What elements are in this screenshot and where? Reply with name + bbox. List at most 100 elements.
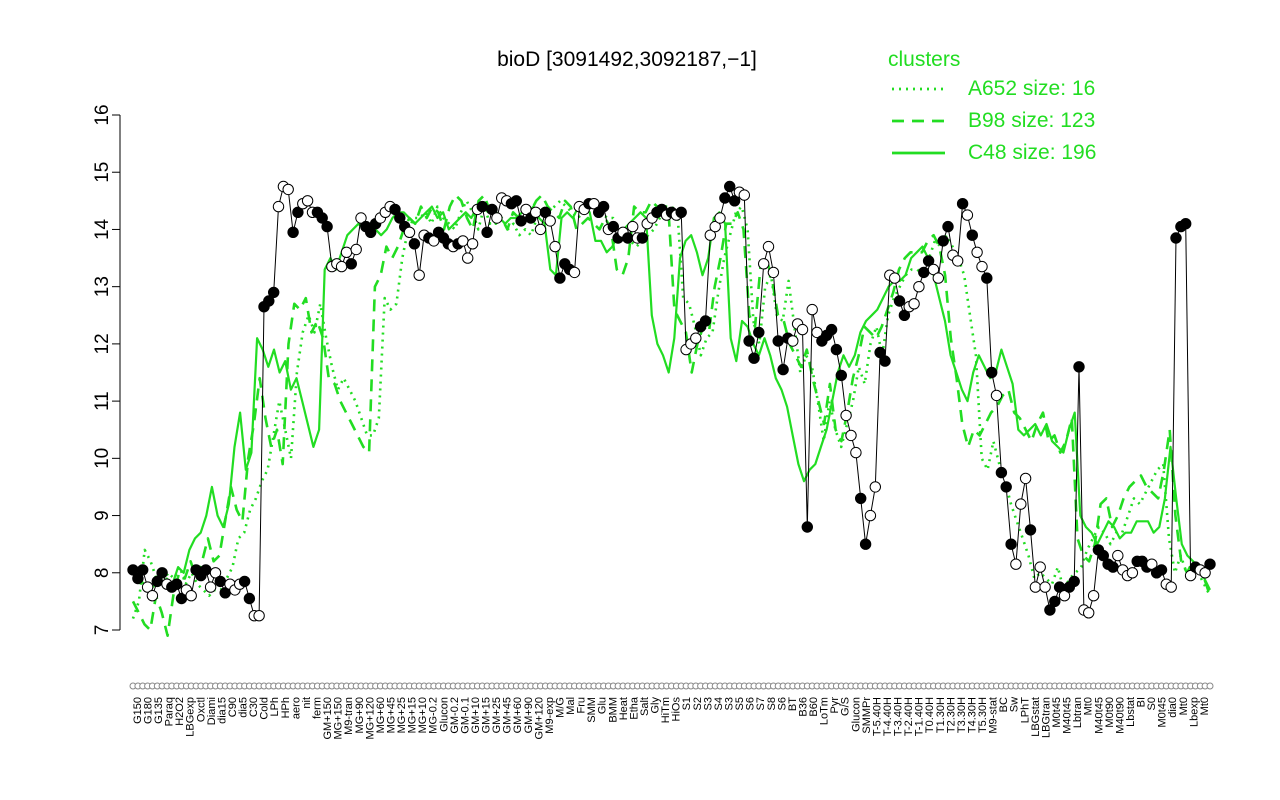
x-rug-marker	[1206, 682, 1214, 690]
x-tick-label: S2	[692, 697, 704, 710]
x-tick-label: S3	[724, 697, 736, 710]
x-tick-label: S1	[681, 697, 693, 710]
data-point	[200, 564, 212, 576]
data-point	[408, 238, 421, 250]
x-tick-label: ferm	[312, 697, 324, 719]
x-tick-label: M0t45	[1157, 697, 1169, 728]
data-point	[825, 323, 838, 336]
data-point	[413, 269, 425, 281]
x-tick-label: S0	[1146, 697, 1158, 710]
x-tick-label: Sw	[1009, 697, 1021, 712]
data-point	[132, 572, 144, 585]
x-tick-label: BMM	[607, 697, 619, 723]
data-point	[879, 355, 891, 367]
data-point	[301, 195, 314, 207]
data-point	[403, 226, 416, 239]
x-tick-label: Mt0	[1199, 697, 1211, 715]
data-point	[137, 564, 149, 576]
data-point	[1155, 564, 1168, 576]
data-point	[282, 183, 294, 196]
data-point	[1019, 472, 1032, 485]
data-point	[1126, 567, 1139, 579]
data-point	[486, 203, 498, 216]
plot-area	[127, 180, 1216, 638]
data-point	[1073, 361, 1085, 373]
data-point	[690, 332, 702, 344]
data-point	[704, 229, 716, 241]
x-tick-label: T2.30H	[945, 697, 957, 733]
y-tick-label: 8	[92, 567, 113, 578]
data-point	[961, 209, 974, 221]
x-tick-label: HiTm	[660, 697, 672, 723]
x-tick-label: MG+120	[364, 697, 376, 740]
x-tick-label: M40t45	[1093, 697, 1105, 734]
data-point	[636, 232, 649, 244]
x-tick-label: GM+10	[470, 697, 482, 733]
data-point	[864, 509, 877, 522]
x-tick-label: T5.30H	[977, 697, 989, 733]
x-tick-label: HPh	[280, 697, 292, 718]
data-point	[1199, 567, 1211, 579]
data-point	[268, 286, 280, 299]
x-tick-label: S8	[766, 697, 778, 710]
data-point	[927, 263, 940, 276]
x-tick-label: GM+25	[491, 697, 503, 733]
x-tick-label: M0t90	[1104, 697, 1116, 728]
x-tick-label: S5	[734, 697, 746, 710]
data-point	[539, 206, 552, 219]
legend-entry-3: C48 size: 196	[968, 141, 1096, 164]
data-point	[554, 272, 566, 284]
data-point	[889, 272, 901, 284]
x-tick-label: MG+45	[385, 697, 397, 733]
x-tick-label: LBGstat	[1030, 697, 1042, 737]
x-tick-label: MG+15	[407, 697, 419, 733]
legend-title: clusters	[888, 48, 960, 71]
data-point	[1112, 549, 1124, 562]
data-point	[1034, 561, 1046, 573]
x-tick-label: G/S	[840, 697, 852, 716]
data-point	[1024, 524, 1037, 536]
data-point	[365, 226, 377, 239]
series-line-2	[131, 193, 1212, 638]
data-point	[675, 206, 687, 219]
y-tick-label: 7	[92, 625, 113, 636]
x-tick-label: BT	[787, 697, 799, 711]
x-tick-label: T0.40H	[924, 697, 936, 733]
data-point	[719, 192, 731, 204]
data-point	[171, 578, 183, 590]
data-point	[966, 229, 978, 241]
x-tick-label: LoTm	[819, 697, 831, 725]
data-point	[738, 189, 750, 201]
data-point	[476, 200, 488, 213]
x-tick-label: Lbtran	[1072, 697, 1084, 728]
x-tick-label: BC	[998, 697, 1010, 712]
data-point	[777, 363, 789, 376]
data-point	[830, 343, 843, 356]
x-tick-label: LBGtran	[1040, 697, 1052, 738]
data-point	[462, 252, 474, 264]
data-point	[918, 266, 930, 279]
x-tick-label: aero	[290, 697, 302, 719]
x-tick-label: Lbexp	[1188, 697, 1200, 727]
data-point	[394, 212, 406, 224]
x-tick-label: MG+25	[396, 697, 408, 733]
legend: clusters A652 size: 16 B98 size: 123 C48 s…	[888, 48, 1096, 164]
data-point	[1180, 218, 1192, 230]
data-point	[1184, 569, 1197, 582]
x-tick-label: MG+10	[417, 697, 429, 733]
x-tick-label: B60	[808, 697, 820, 717]
series-line-1	[131, 199, 1212, 620]
data-point	[976, 260, 988, 273]
data-point	[1049, 595, 1061, 608]
x-axis: G150G180G135ParaqH2O2LBGexpOxctlDiamidia…	[129, 682, 1214, 740]
data-point	[597, 200, 610, 213]
data-point	[534, 223, 547, 236]
data-point	[913, 281, 925, 293]
x-tick-label: S6	[776, 697, 788, 710]
x-tick-label: S6	[745, 697, 757, 710]
x-tick-label: Gly	[650, 697, 662, 714]
data-point	[156, 567, 168, 579]
data-point	[627, 220, 639, 233]
data-point	[389, 203, 401, 216]
data-point	[908, 298, 920, 310]
